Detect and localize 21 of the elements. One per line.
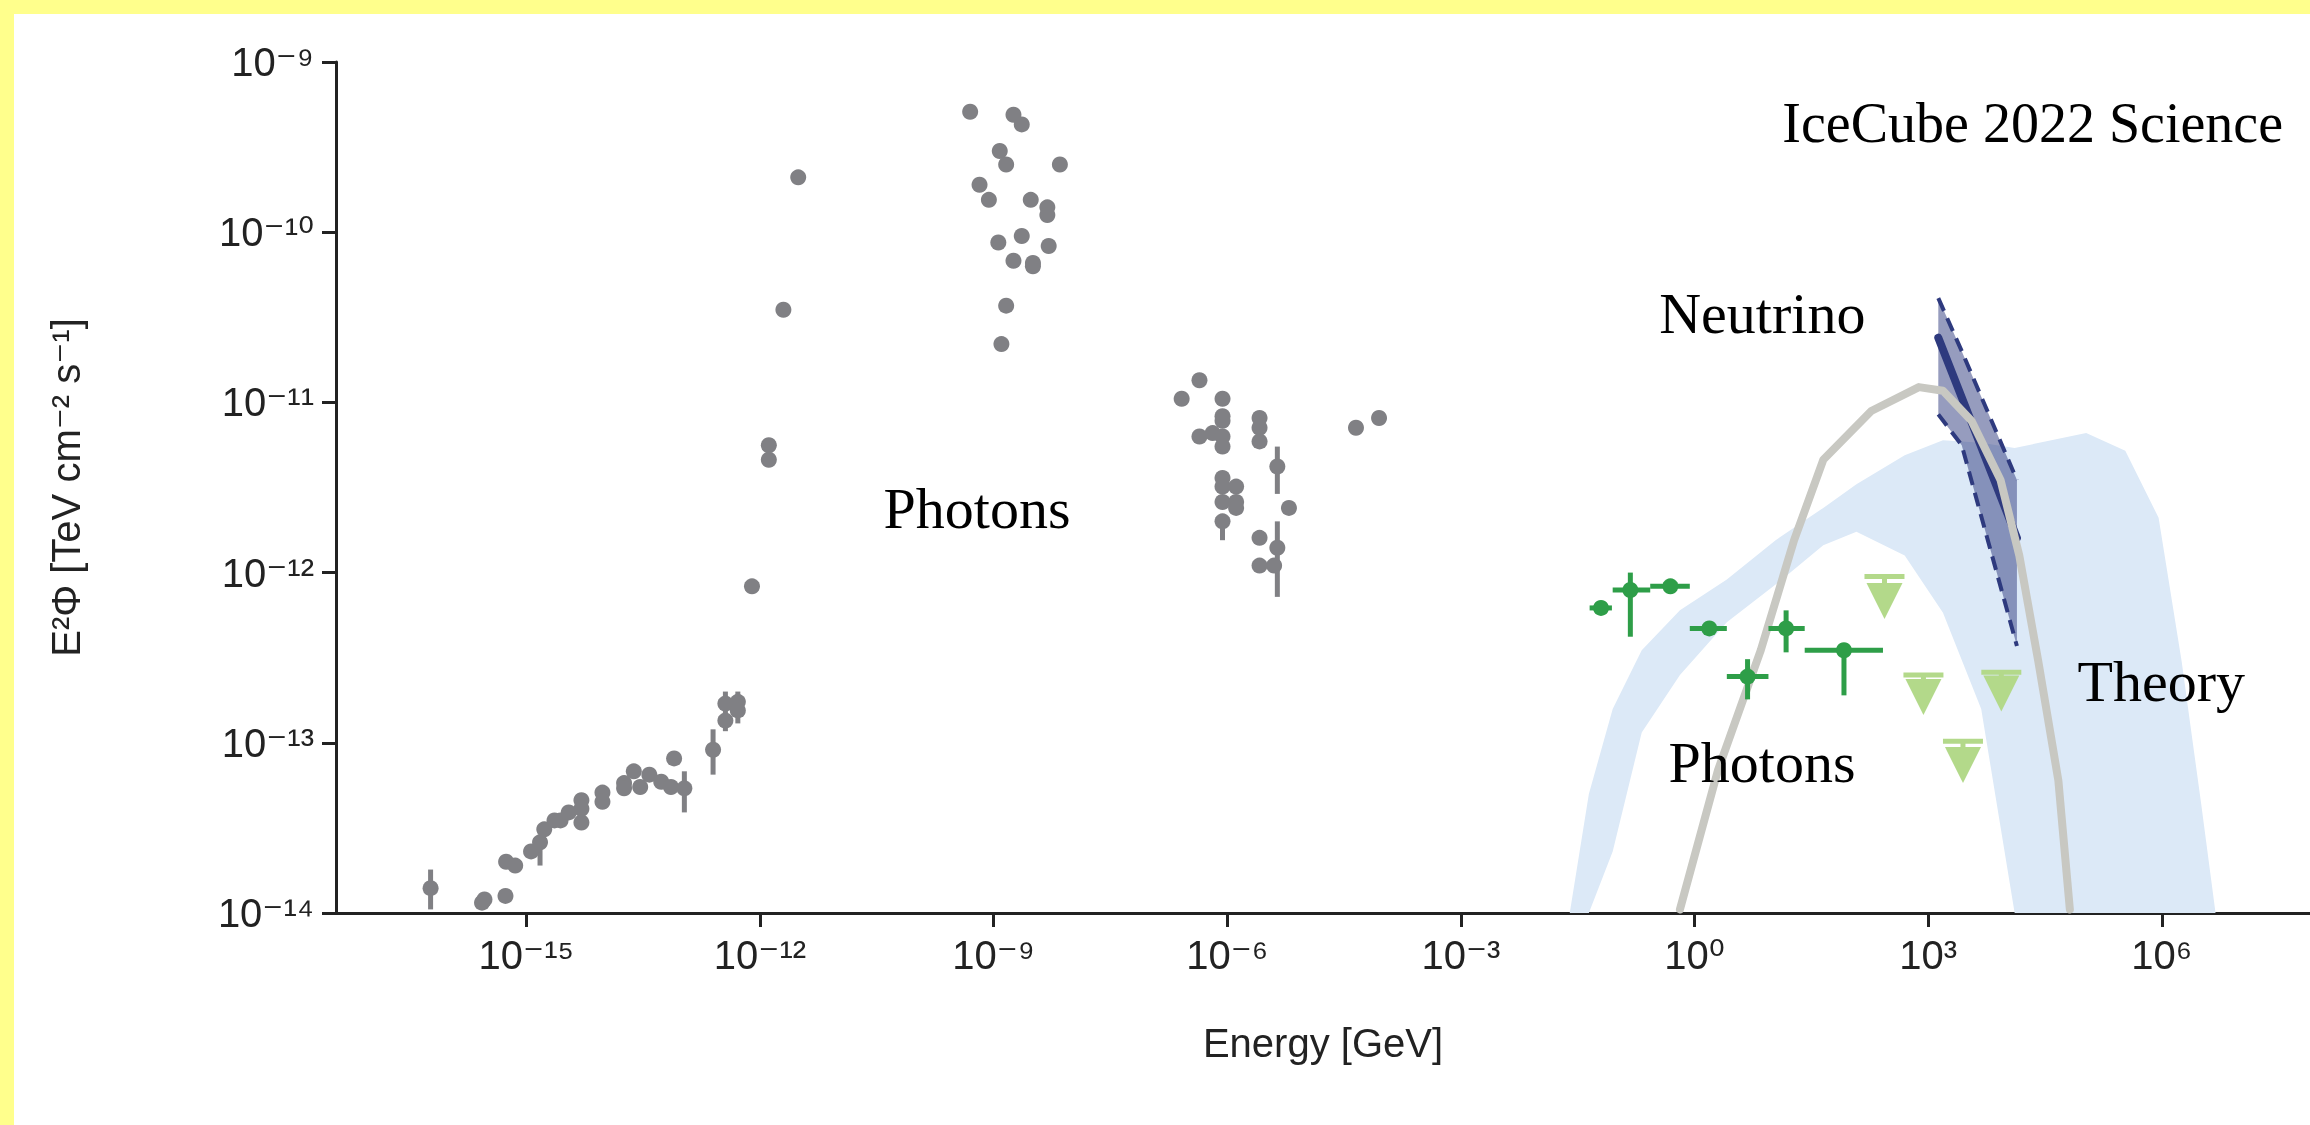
x-tick-label: 10⁻¹² — [713, 933, 807, 977]
y-tick-label: 10⁻¹² — [221, 550, 314, 595]
x-tick-label: 10⁻¹⁵ — [478, 933, 575, 977]
y-axis-title: E²Φ [TeV cm⁻² s⁻¹] — [44, 318, 88, 657]
x-tick-label: 10⁰ — [1664, 933, 1725, 977]
y-tick-label: 10⁻⁹ — [231, 40, 314, 84]
y-tick-label: 10⁻¹⁰ — [219, 210, 314, 255]
y-tick-label: 10⁻¹³ — [221, 720, 314, 765]
text: IceCube 2022 Science — [1782, 92, 2284, 154]
x-tick-label: 10⁻⁹ — [952, 933, 1035, 977]
x-axis-title: Energy [GeV] — [1202, 1021, 1444, 1065]
x-tick-label: 10⁻³ — [1421, 933, 1501, 977]
annotation: Theory — [2077, 649, 2246, 715]
y-tick-label: 10⁻¹¹ — [221, 380, 314, 425]
x-tick-label: 10⁶ — [2131, 933, 2193, 977]
x-tick-label: 10³ — [1899, 933, 1958, 977]
y-tick-label: 10⁻¹⁴ — [217, 891, 314, 935]
annotation: Neutrino — [1659, 281, 1866, 347]
annotation: Photons — [1668, 729, 1856, 795]
annotation: Photons — [883, 475, 1071, 541]
x-tick-label: 10⁻⁶ — [1186, 933, 1269, 977]
